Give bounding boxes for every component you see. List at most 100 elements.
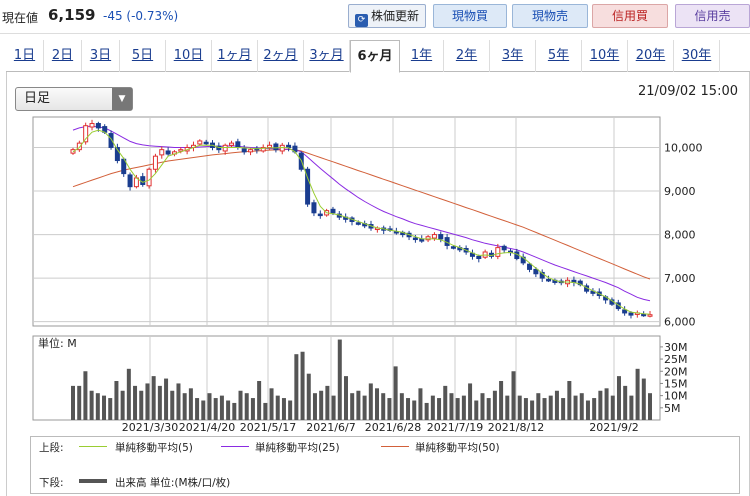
tab-9[interactable]: 1年 [400, 40, 444, 72]
candle-body [235, 141, 241, 148]
volume-bar [375, 388, 380, 420]
volume-bar [288, 400, 293, 420]
volume-bar [517, 395, 522, 420]
x-tick-label: 2021/6/28 [365, 421, 421, 434]
chart-legend: 上段: 単純移動平均(5) 単純移動平均(25) 単純移動平均(50) 下段: … [30, 436, 740, 494]
volume-bar [523, 398, 528, 420]
candle-body [197, 140, 203, 145]
price-panel [32, 116, 661, 327]
volume-bar [201, 400, 206, 420]
volume-bar [294, 354, 299, 420]
volume-bar [157, 385, 162, 420]
volume-bar [71, 385, 75, 420]
price-tick-label: 6,000 [664, 316, 696, 329]
candle-body [355, 222, 361, 225]
volume-bar [399, 393, 404, 420]
tab-7[interactable]: 3ヶ月 [304, 40, 350, 72]
legend-ma5-label: 単純移動平均(5) [115, 442, 193, 454]
refresh-button[interactable]: ⟳ 株価更新 [348, 4, 426, 28]
volume-bar [275, 395, 280, 420]
tab-10[interactable]: 2年 [444, 40, 490, 72]
tab-4[interactable]: 10日 [166, 40, 212, 72]
volume-bar [108, 398, 113, 420]
chevron-down-icon: ▼ [112, 88, 132, 110]
candle-body [533, 268, 539, 275]
volume-bar [114, 381, 119, 420]
x-tick-label: 2021/6/7 [306, 421, 355, 434]
volume-bar [244, 393, 249, 420]
tab-0[interactable]: 1日 [6, 40, 44, 72]
candle-body [527, 263, 533, 270]
tab-5[interactable]: 1ヶ月 [212, 40, 258, 72]
candle-body [311, 202, 317, 214]
volume-bar [430, 395, 435, 420]
candle-body [622, 309, 628, 314]
interval-select[interactable]: 日足 ▼ [15, 87, 133, 111]
tab-1[interactable]: 2日 [44, 40, 82, 72]
ma50-line [72, 148, 651, 280]
margin-buy-button[interactable]: 信用買 [592, 4, 668, 28]
volume-bar [610, 395, 615, 420]
spot-sell-button[interactable]: 現物売 [512, 4, 588, 28]
spot-buy-button[interactable]: 現物買 [433, 4, 507, 28]
volume-bar [474, 400, 479, 420]
candle-body [641, 313, 647, 317]
price-tick-label: 8,000 [664, 229, 696, 242]
candle-body [89, 123, 95, 128]
tab-2[interactable]: 3日 [82, 40, 120, 72]
candle-body [241, 148, 247, 153]
volume-bar [579, 393, 584, 420]
volume-bar [356, 390, 361, 420]
volume-bar [319, 390, 324, 420]
volume-tick-label: 15M [664, 377, 688, 390]
volume-bar [480, 393, 485, 420]
tab-14[interactable]: 20年 [628, 40, 674, 72]
volume-bar [281, 398, 286, 420]
candle-body [178, 149, 184, 152]
legend-ma25-line [221, 446, 249, 447]
volume-bar [126, 368, 131, 420]
volume-bar [468, 383, 473, 420]
candle-body [229, 142, 235, 146]
x-tick-label: 2021/5/17 [240, 421, 296, 434]
tab-13[interactable]: 10年 [582, 40, 628, 72]
legend-ma25-label: 単純移動平均(25) [255, 442, 340, 454]
tab-12[interactable]: 5年 [536, 40, 582, 72]
price-tick-label: 9,000 [664, 185, 696, 198]
tab-15[interactable]: 30年 [674, 40, 720, 72]
legend-volume-label: 出来高 単位:(M株/口/枚) [115, 477, 231, 489]
candle-body [317, 213, 323, 217]
volume-bar [499, 381, 504, 420]
volume-bar [207, 393, 212, 420]
volume-bar [567, 381, 572, 420]
candle-body [495, 247, 501, 257]
candle-body [152, 155, 158, 170]
volume-bar [182, 393, 187, 420]
volume-bar [616, 376, 621, 420]
ma5-line [72, 129, 651, 315]
volume-bar [219, 395, 224, 420]
tab-11[interactable]: 3年 [490, 40, 536, 72]
x-tick-label: 2021/8/12 [488, 421, 544, 434]
volume-bar [511, 371, 516, 420]
ma25-line [72, 125, 651, 302]
volume-bar [641, 378, 646, 420]
volume-bar [635, 368, 640, 420]
volume-bar [368, 383, 373, 420]
volume-bar [412, 400, 417, 420]
volume-bar [505, 395, 510, 420]
legend-ma50-label: 単純移動平均(50) [415, 442, 500, 454]
candle-body [647, 314, 653, 317]
volume-bar [151, 376, 156, 420]
volume-bar [145, 383, 150, 420]
tab-8[interactable]: 6ヶ月 [350, 40, 400, 73]
tab-6[interactable]: 2ヶ月 [258, 40, 304, 72]
volume-bar [188, 388, 193, 420]
tab-3[interactable]: 5日 [120, 40, 166, 72]
volume-bar [492, 390, 497, 420]
volume-bar [102, 395, 107, 420]
volume-bar [269, 388, 274, 420]
candle-body [127, 174, 133, 188]
volume-bar [548, 395, 553, 420]
volume-tick-label: 25M [664, 353, 688, 366]
